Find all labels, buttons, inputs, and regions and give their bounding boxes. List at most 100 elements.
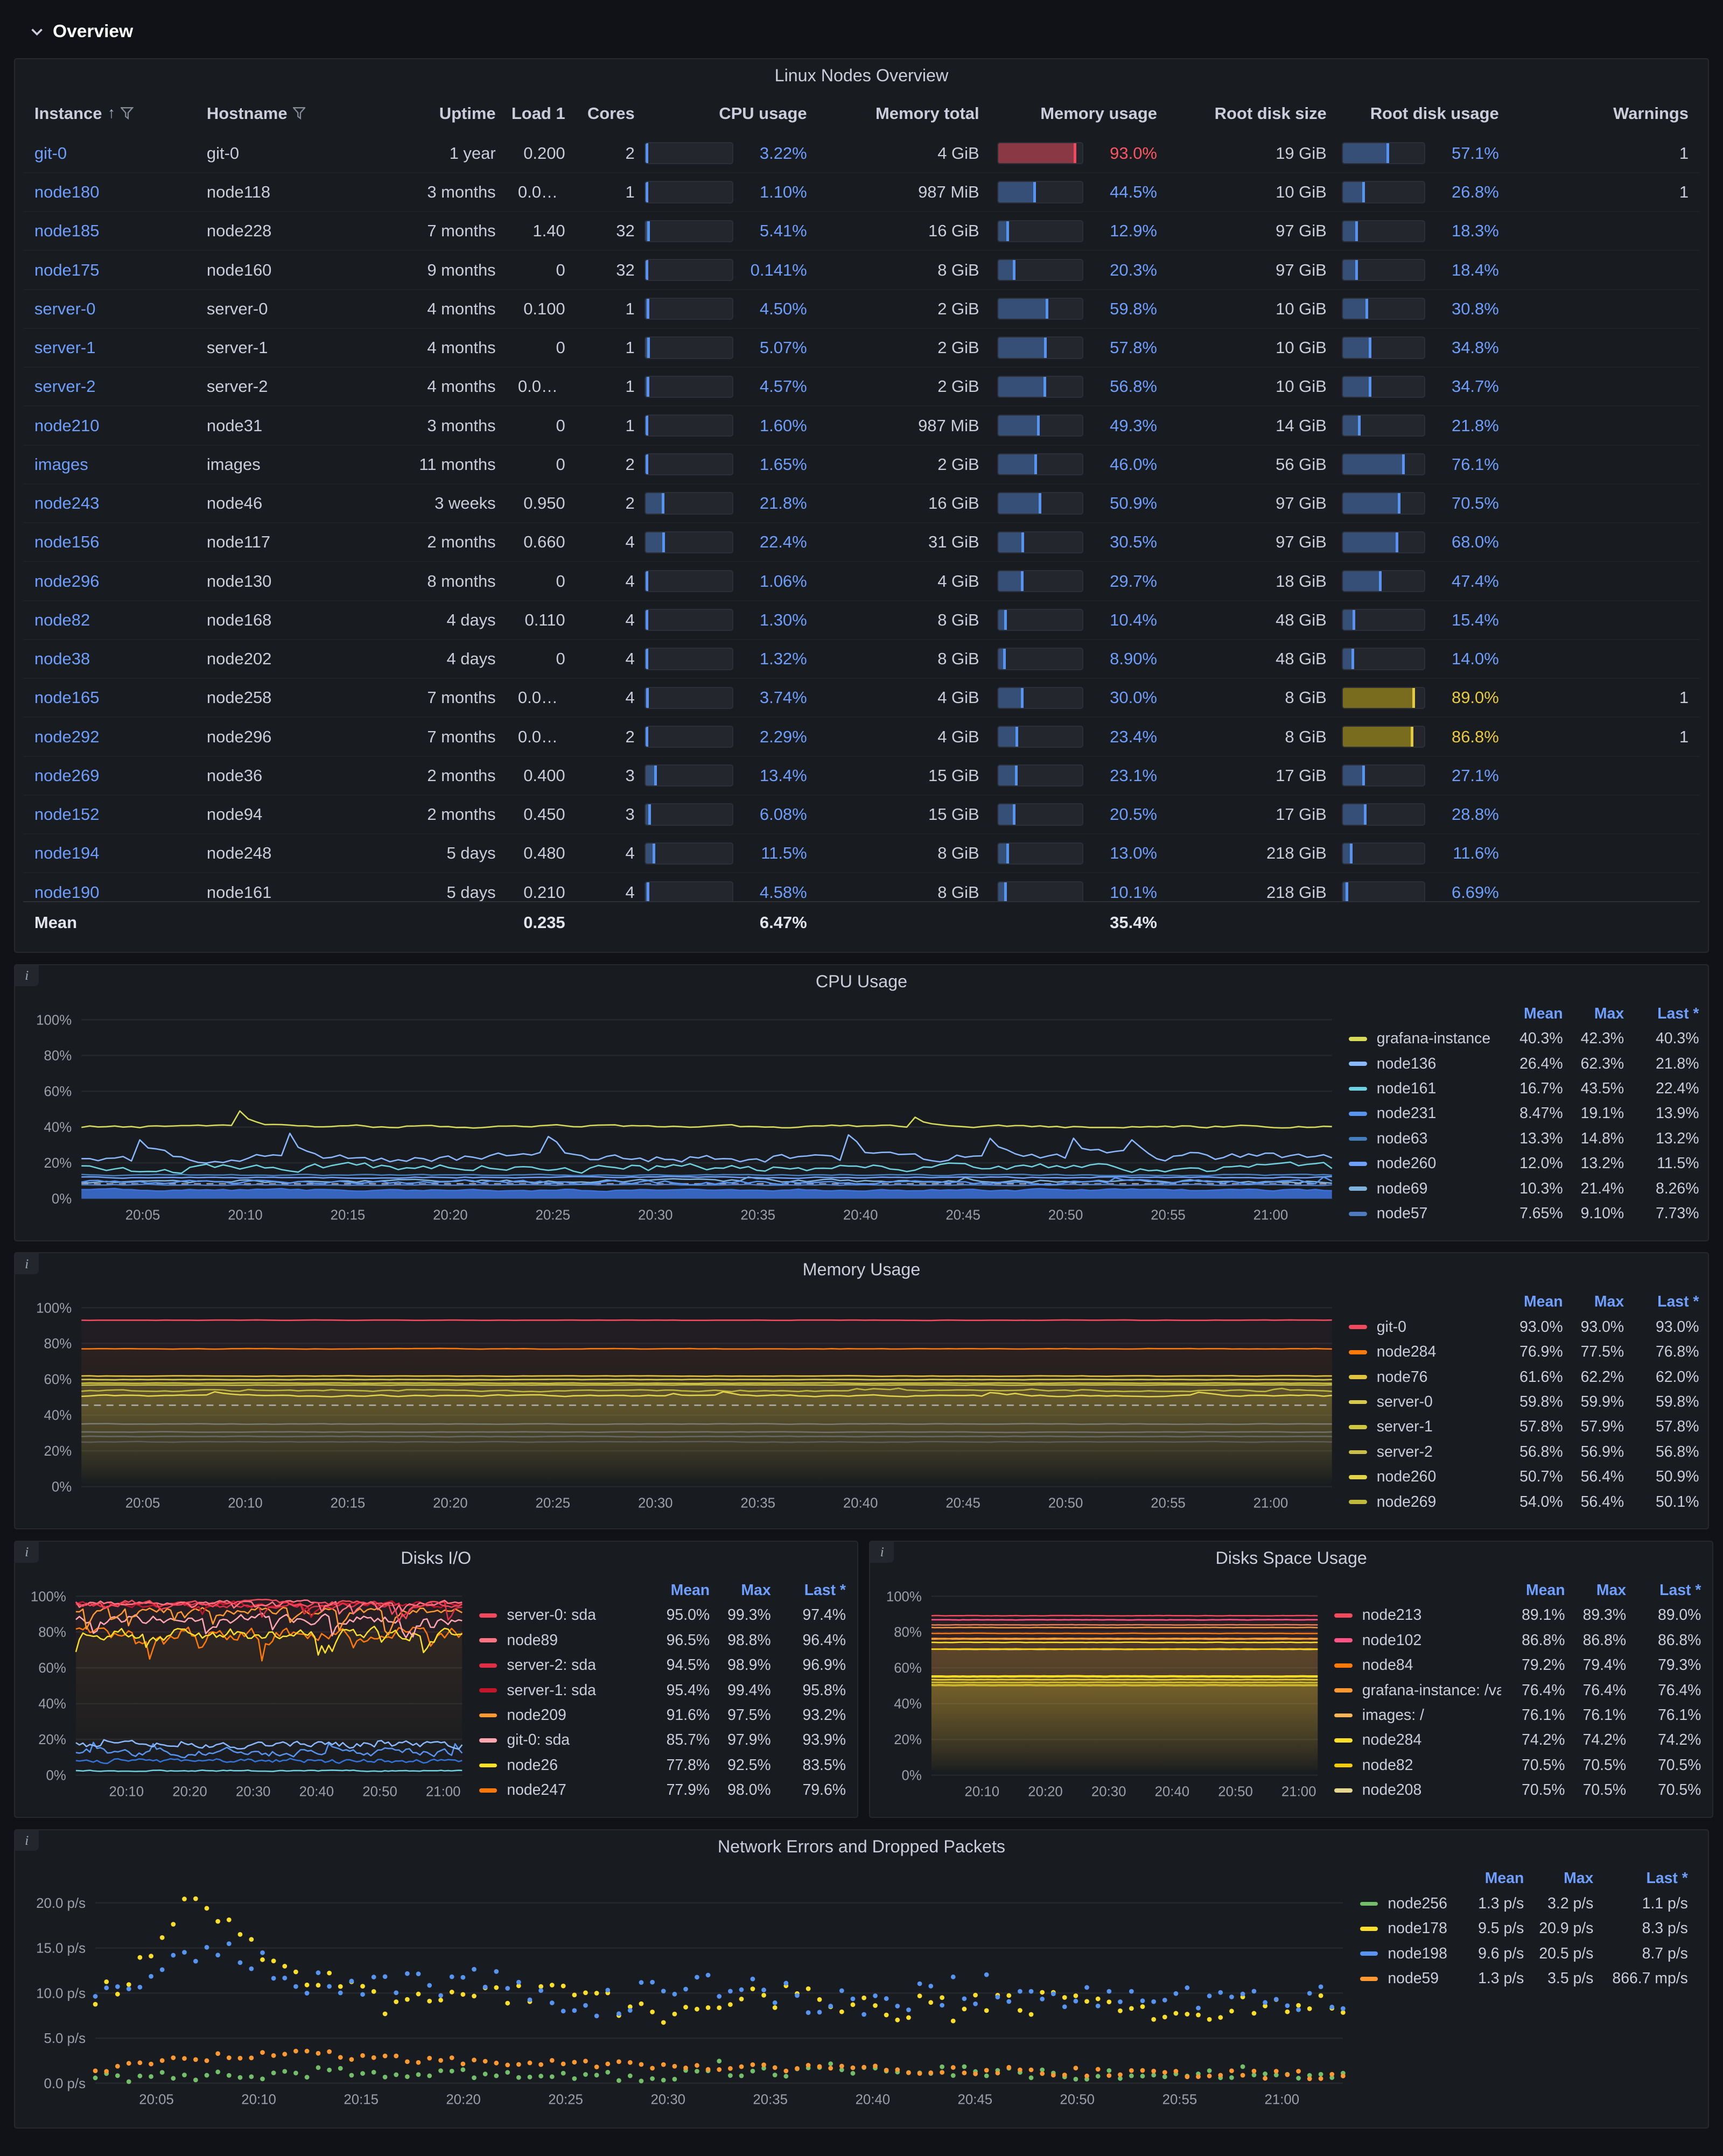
legend-series-name[interactable]: node198	[1360, 1945, 1463, 1963]
legend-series-name[interactable]: node256	[1360, 1895, 1463, 1913]
legend-series-name[interactable]: node84	[1334, 1656, 1501, 1674]
instance-link[interactable]: node156	[34, 532, 100, 552]
legend-col-1[interactable]: Max	[1564, 1870, 1594, 1887]
legend-col-0[interactable]: Mean	[1524, 1293, 1563, 1311]
instance-link[interactable]: node292	[34, 727, 100, 746]
legend-col-1[interactable]: Max	[1594, 1005, 1624, 1022]
info-icon[interactable]: i	[15, 1542, 39, 1563]
legend-series-name[interactable]: server-0: sda	[479, 1606, 646, 1624]
legend-col-0[interactable]: Mean	[1524, 1005, 1563, 1022]
legend-series-name[interactable]: server-2	[1349, 1443, 1499, 1461]
instance-link[interactable]: node82	[34, 610, 90, 629]
legend-series-name[interactable]: node59	[1360, 1970, 1463, 1988]
panel-title[interactable]: Disks I/O	[401, 1548, 472, 1568]
filter-icon[interactable]	[121, 107, 134, 120]
row-overview-toggle[interactable]: Overview	[14, 11, 1709, 53]
legend-col-0[interactable]: Mean	[670, 1581, 710, 1599]
legend-series-name[interactable]: server-1: sda	[479, 1682, 646, 1699]
legend-series-name[interactable]: server-2: sda	[479, 1656, 646, 1674]
col-memory-total[interactable]: Memory total	[875, 103, 979, 123]
legend-col-2[interactable]: Last *	[1657, 1293, 1699, 1311]
legend-series-name[interactable]: node247	[479, 1781, 646, 1799]
legend-series-name[interactable]: node178	[1360, 1920, 1463, 1937]
legend-series-name[interactable]: node209	[479, 1706, 646, 1724]
col-instance[interactable]: Instance ↑	[23, 104, 195, 123]
info-icon[interactable]: i	[15, 1830, 39, 1851]
filter-icon[interactable]	[292, 107, 306, 120]
legend-series-name[interactable]: git-0	[1349, 1318, 1499, 1336]
col-cores[interactable]: Cores	[587, 103, 635, 123]
legend-series-name[interactable]: node82	[1334, 1757, 1501, 1774]
legend-series-name[interactable]: node136	[1349, 1055, 1499, 1073]
legend-col-0[interactable]: Mean	[1526, 1581, 1565, 1599]
legend-series-name[interactable]: images: /	[1334, 1706, 1501, 1724]
panel-title[interactable]: Disks Space Usage	[1215, 1548, 1367, 1568]
instance-link[interactable]: node165	[34, 688, 100, 707]
col-memory-usage[interactable]: Memory usage	[1040, 103, 1157, 123]
legend-series-name[interactable]: node89	[479, 1632, 646, 1649]
instance-link[interactable]: server-0	[34, 299, 96, 318]
legend-series-name[interactable]: node26	[479, 1757, 646, 1774]
instance-link[interactable]: images	[34, 454, 88, 474]
instance-link[interactable]: node269	[34, 766, 100, 785]
instance-link[interactable]: server-2	[34, 377, 96, 396]
col-root-disk-usage[interactable]: Root disk usage	[1370, 103, 1499, 123]
info-icon[interactable]: i	[15, 1253, 39, 1275]
info-icon[interactable]: i	[870, 1542, 894, 1563]
legend-col-1[interactable]: Max	[741, 1581, 771, 1599]
instance-link[interactable]: node243	[34, 494, 100, 513]
col-uptime[interactable]: Uptime	[439, 103, 496, 123]
legend-series-name[interactable]: grafana-instance: /var	[1334, 1682, 1501, 1699]
instance-link[interactable]: node210	[34, 416, 100, 435]
legend-series-name[interactable]: node161	[1349, 1080, 1499, 1098]
legend-series-name[interactable]: node69	[1349, 1180, 1499, 1198]
legend-series-name[interactable]: node231	[1349, 1105, 1499, 1122]
panel-title[interactable]: Network Errors and Dropped Packets	[717, 1836, 1006, 1856]
legend-series-name[interactable]: node260	[1349, 1155, 1499, 1172]
legend-col-0[interactable]: Mean	[1484, 1870, 1524, 1887]
instance-link[interactable]: node175	[34, 260, 100, 279]
legend-series-name[interactable]: grafana-instance	[1349, 1030, 1499, 1048]
legend-series-name[interactable]: node284	[1334, 1731, 1501, 1749]
col-root-disk-size[interactable]: Root disk size	[1214, 103, 1327, 123]
instance-link[interactable]: node152	[34, 805, 100, 824]
instance-link[interactable]: node194	[34, 844, 100, 863]
instance-link[interactable]: git-0	[34, 143, 67, 163]
panel-title[interactable]: Linux Nodes Overview	[774, 66, 949, 86]
legend-col-2[interactable]: Last *	[1646, 1870, 1688, 1887]
disk-size-cell: 18 GiB	[1276, 571, 1327, 591]
instance-link[interactable]: server-1	[34, 338, 96, 357]
legend-series-name[interactable]: server-1	[1349, 1418, 1499, 1436]
sort-asc-icon[interactable]: ↑	[107, 104, 115, 122]
legend-series-name[interactable]: node208	[1334, 1781, 1501, 1799]
legend-series-name[interactable]: node63	[1349, 1130, 1499, 1148]
legend-series-name[interactable]: node57	[1349, 1205, 1499, 1223]
instance-link[interactable]: node185	[34, 221, 100, 241]
legend-series-name[interactable]: server-0	[1349, 1393, 1499, 1411]
legend-series-name[interactable]: node102	[1334, 1632, 1501, 1649]
legend-col-1[interactable]: Max	[1596, 1581, 1627, 1599]
legend-series-name[interactable]: node269	[1349, 1493, 1499, 1511]
panel-title[interactable]: CPU Usage	[815, 971, 908, 991]
legend-series-name[interactable]: node284	[1349, 1343, 1499, 1361]
legend-series-name[interactable]: git-0: sda	[479, 1731, 646, 1749]
cpu-usage-gauge: 2.29%	[644, 725, 818, 748]
legend-series-name[interactable]: node76	[1349, 1368, 1499, 1386]
legend-col-1[interactable]: Max	[1594, 1293, 1624, 1311]
instance-link[interactable]: node180	[34, 182, 100, 202]
col-cpu-usage[interactable]: CPU usage	[719, 103, 807, 123]
legend-col-2[interactable]: Last *	[1657, 1005, 1699, 1022]
col-load1[interactable]: Load 1	[511, 103, 565, 123]
instance-link[interactable]: node38	[34, 649, 90, 669]
legend-series-name[interactable]: node260	[1349, 1468, 1499, 1486]
legend-col-2[interactable]: Last *	[1659, 1581, 1701, 1599]
gauge-bar	[1342, 686, 1425, 709]
legend-series-name[interactable]: node213	[1334, 1606, 1501, 1624]
instance-link[interactable]: node190	[34, 882, 100, 902]
legend-col-2[interactable]: Last *	[804, 1581, 846, 1599]
col-hostname[interactable]: Hostname	[195, 104, 368, 123]
info-icon[interactable]: i	[15, 965, 39, 986]
instance-link[interactable]: node296	[34, 571, 100, 591]
col-warnings[interactable]: Warnings	[1613, 103, 1689, 123]
panel-title[interactable]: Memory Usage	[802, 1260, 921, 1280]
